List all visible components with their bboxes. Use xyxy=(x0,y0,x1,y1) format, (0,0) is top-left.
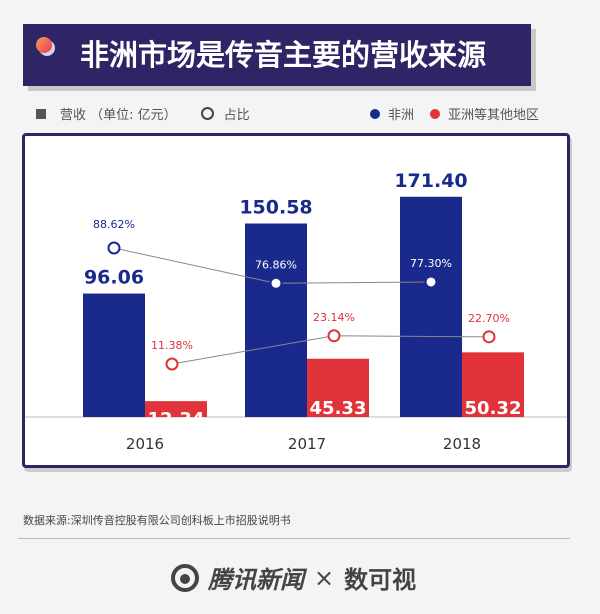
bar-label: 150.58 xyxy=(239,197,312,219)
bar-亚洲等其他地区-2017 xyxy=(307,358,369,417)
bar-非洲-2017 xyxy=(245,223,307,417)
share-label: 11.38% xyxy=(151,339,193,352)
x-tick-label: 2016 xyxy=(126,435,164,453)
x-tick-label: 2018 xyxy=(443,435,481,453)
bar-非洲-2018 xyxy=(400,196,462,417)
bar-label: 12.34 xyxy=(148,409,205,430)
share-label: 23.14% xyxy=(313,311,355,324)
asia-dot-icon xyxy=(430,108,441,119)
bar-非洲-2016 xyxy=(83,293,145,417)
legend-revenue: 营收 （单位: 亿元） xyxy=(60,108,177,123)
share-point xyxy=(327,329,341,343)
bar-label: 171.40 xyxy=(394,170,467,192)
title-dot-icon xyxy=(36,37,52,53)
share-label: 76.86% xyxy=(255,258,297,271)
bar-label: 45.33 xyxy=(310,398,367,419)
square-icon xyxy=(36,108,46,119)
data-source: 数据来源:深圳传音控股有限公司创科板上市招股说明书 xyxy=(23,514,291,527)
share-point xyxy=(424,275,438,289)
legend-share: 占比 xyxy=(223,108,250,123)
share-point xyxy=(165,357,179,371)
x-tick-label: 2017 xyxy=(288,435,326,453)
bar-label: 50.32 xyxy=(465,398,522,419)
brand-shukeshi: 数可视 xyxy=(344,566,417,594)
legend-asia: 亚洲等其他地区 xyxy=(448,108,540,123)
brand-tencent-news: 腾讯新闻 xyxy=(208,566,304,594)
legend-left: 营收 （单位: 亿元） 占比 xyxy=(36,104,250,123)
share-point xyxy=(107,241,121,255)
legend-right: 非洲 亚洲等其他地区 xyxy=(354,104,539,123)
africa-dot-icon xyxy=(370,108,380,119)
tencent-news-logo-icon xyxy=(171,563,199,592)
divider xyxy=(18,538,570,539)
chart-title: 非洲市场是传音主要的营收来源 xyxy=(23,24,531,86)
bar-亚洲等其他地区-2016 xyxy=(145,401,207,417)
share-label: 77.30% xyxy=(410,257,452,270)
bar-亚洲等其他地区-2018 xyxy=(462,352,524,417)
legend-africa: 非洲 xyxy=(388,108,415,123)
times-sign: × xyxy=(314,563,335,592)
share-point xyxy=(482,330,496,344)
ring-icon xyxy=(200,107,214,120)
share-label: 88.62% xyxy=(93,218,135,231)
share-label: 22.70% xyxy=(468,312,510,325)
bar-label: 96.06 xyxy=(84,267,144,289)
footer-logos: 腾讯新闻 × 数可视 xyxy=(170,560,416,595)
share-point xyxy=(269,276,283,290)
